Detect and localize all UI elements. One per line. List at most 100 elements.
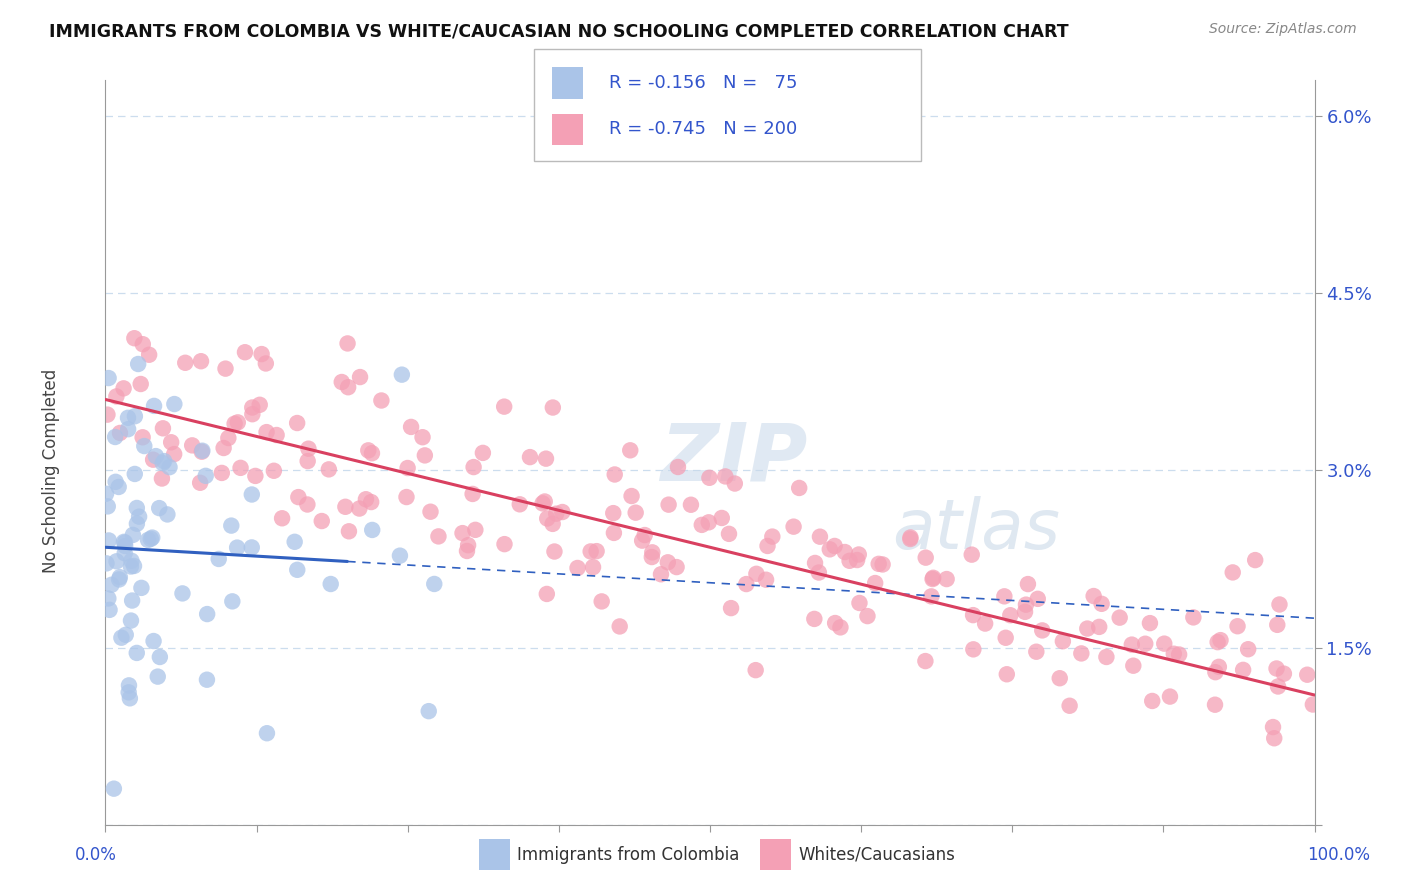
Point	[1000, 608, 1022, 623]
Point	[214, 361, 236, 376]
Point	[921, 572, 943, 586]
Point	[360, 495, 382, 509]
Point	[461, 487, 484, 501]
Point	[679, 498, 702, 512]
Point	[97, 591, 120, 606]
Point	[284, 534, 307, 549]
Point	[330, 375, 353, 389]
Point	[582, 560, 605, 574]
Point	[285, 416, 308, 430]
Point	[311, 514, 333, 528]
Point	[1302, 698, 1324, 712]
Point	[579, 544, 602, 558]
Point	[128, 509, 150, 524]
Point	[127, 357, 149, 371]
Point	[134, 439, 156, 453]
Point	[824, 539, 846, 553]
Point	[1261, 720, 1284, 734]
Text: 100.0%: 100.0%	[1308, 846, 1369, 863]
Point	[1076, 622, 1098, 636]
Point	[143, 399, 166, 413]
Point	[226, 416, 249, 430]
Point	[838, 554, 860, 568]
Point	[962, 608, 984, 623]
Point	[824, 615, 846, 630]
Point	[914, 550, 936, 565]
Point	[120, 614, 142, 628]
Point	[830, 620, 852, 634]
Point	[714, 469, 737, 483]
Point	[920, 590, 942, 604]
Point	[412, 430, 434, 444]
Point	[591, 594, 613, 608]
Point	[114, 535, 136, 549]
Point	[226, 541, 249, 555]
Point	[787, 481, 810, 495]
Point	[152, 456, 174, 470]
Point	[419, 505, 441, 519]
Point	[974, 616, 997, 631]
Point	[163, 447, 186, 461]
Point	[848, 596, 870, 610]
Point	[551, 505, 574, 519]
Point	[125, 516, 148, 531]
Point	[153, 454, 176, 468]
Point	[118, 691, 141, 706]
Point	[297, 498, 319, 512]
Point	[148, 501, 170, 516]
Point	[160, 435, 183, 450]
Point	[1265, 618, 1288, 632]
Point	[641, 549, 664, 564]
Point	[761, 530, 783, 544]
Point	[423, 577, 446, 591]
Point	[868, 557, 890, 571]
Point	[872, 558, 894, 572]
Point	[103, 781, 125, 796]
Point	[856, 609, 879, 624]
Point	[108, 570, 131, 584]
Point	[1142, 694, 1164, 708]
Text: R = -0.156   N =   75: R = -0.156 N = 75	[609, 74, 797, 92]
Point	[370, 393, 392, 408]
Point	[240, 487, 263, 501]
Point	[141, 531, 163, 545]
Point	[212, 441, 235, 455]
Point	[1031, 624, 1053, 638]
Point	[720, 601, 742, 615]
Point	[105, 554, 128, 568]
Point	[900, 531, 922, 545]
Point	[619, 443, 641, 458]
Point	[221, 518, 243, 533]
Point	[1095, 650, 1118, 665]
Point	[319, 577, 342, 591]
Point	[266, 428, 288, 442]
Point	[114, 628, 136, 642]
Point	[287, 490, 309, 504]
Point	[418, 704, 440, 718]
Point	[834, 545, 856, 559]
Point	[541, 516, 564, 531]
Point	[413, 449, 436, 463]
Point	[456, 544, 478, 558]
Point	[120, 554, 142, 568]
Point	[848, 548, 870, 562]
Point	[97, 500, 120, 514]
Point	[117, 410, 139, 425]
Point	[531, 496, 554, 510]
Point	[1263, 731, 1285, 746]
Point	[543, 544, 565, 558]
Point	[181, 438, 204, 452]
Point	[122, 558, 145, 573]
Point	[263, 464, 285, 478]
Point	[745, 566, 768, 581]
Point	[807, 566, 830, 580]
Point	[138, 348, 160, 362]
Point	[631, 533, 654, 548]
Point	[112, 534, 135, 549]
Point	[846, 553, 869, 567]
Point	[1237, 642, 1260, 657]
Point	[349, 501, 371, 516]
Point	[190, 354, 212, 368]
Point	[1088, 620, 1111, 634]
Point	[1059, 698, 1081, 713]
